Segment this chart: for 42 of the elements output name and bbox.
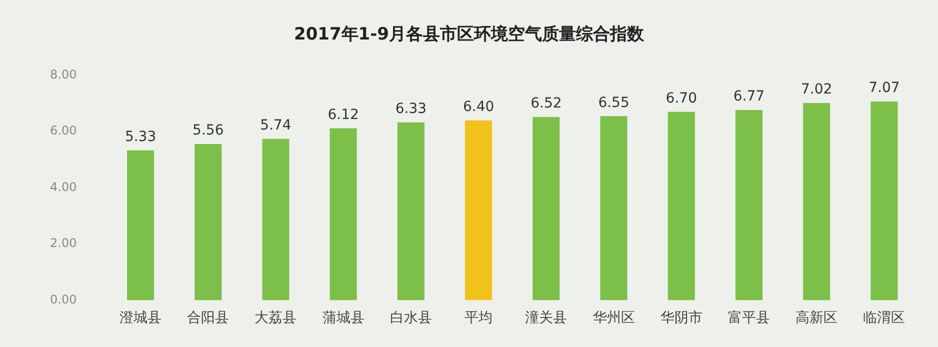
data-label: 7.07 xyxy=(868,80,900,96)
y-tick-label: 2.00 xyxy=(50,236,77,250)
data-label: 7.02 xyxy=(801,82,832,98)
bar xyxy=(194,144,222,300)
chart-title: 2017年1-9月各县市区环境空气质量综合指数 xyxy=(294,24,646,45)
y-tick-label: 0.00 xyxy=(50,292,77,306)
x-tick-label: 蒲城县 xyxy=(322,310,364,326)
data-label: 6.12 xyxy=(328,106,359,123)
data-label: 6.55 xyxy=(598,94,630,111)
y-tick-label: 6.00 xyxy=(50,124,77,138)
bar xyxy=(735,110,763,300)
x-tick-label: 平均 xyxy=(464,310,493,326)
x-tick-label: 白水县 xyxy=(390,310,432,326)
data-label: 6.52 xyxy=(530,96,562,112)
x-tick-label: 临渭区 xyxy=(863,310,906,326)
data-label: 6.40 xyxy=(462,99,494,115)
bar xyxy=(127,150,154,300)
bar xyxy=(262,138,290,300)
bar xyxy=(532,116,560,300)
data-label: 5.33 xyxy=(124,129,156,146)
x-tick-label: 高新区 xyxy=(796,310,838,326)
bar xyxy=(870,102,898,300)
bar xyxy=(600,116,628,300)
data-label: 6.77 xyxy=(733,88,765,105)
y-tick-label: 8.00 xyxy=(50,68,77,82)
x-tick-label: 富平县 xyxy=(728,310,770,326)
x-tick-label: 大荔县 xyxy=(254,310,297,326)
x-tick-label: 潼关县 xyxy=(525,310,568,326)
x-tick-label: 合阳县 xyxy=(187,310,230,326)
data-label: 5.74 xyxy=(260,118,292,134)
data-label: 5.56 xyxy=(192,122,224,139)
bar xyxy=(465,120,492,300)
x-tick-label: 华阴市 xyxy=(660,310,702,326)
x-tick-label: 澄城县 xyxy=(120,310,162,326)
bar xyxy=(330,128,357,300)
bar xyxy=(397,122,424,300)
y-tick-label: 4.00 xyxy=(50,180,77,194)
x-tick-label: 华州区 xyxy=(592,310,635,326)
bar xyxy=(668,112,695,300)
data-label: 6.33 xyxy=(395,100,427,117)
bar xyxy=(803,102,830,300)
data-label: 6.70 xyxy=(666,90,697,107)
